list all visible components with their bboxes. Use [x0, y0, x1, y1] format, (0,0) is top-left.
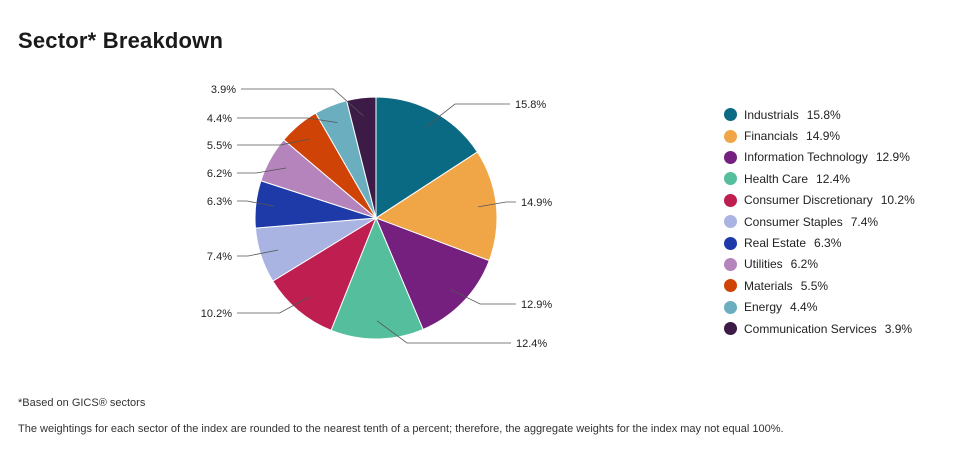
legend-value: 5.5% — [800, 278, 829, 293]
legend-value: 12.4% — [816, 171, 851, 186]
pie-slice-financials — [374, 151, 498, 262]
callout-line — [478, 201, 516, 208]
legend-label: Health Care — [744, 171, 809, 186]
legend-swatch — [724, 108, 737, 122]
legend-item: Health Care 12.4% — [724, 168, 915, 189]
pie-slice-industrials — [375, 96, 479, 219]
rounding-disclaimer: The weightings for each sector of the in… — [18, 423, 784, 435]
legend-item: Energy 4.4% — [724, 297, 915, 318]
gics-footnote: *Based on GICS® sectors — [18, 397, 146, 409]
legend-swatch — [724, 129, 737, 143]
pie-chart: 15.8% 14.9% 12.9% 12.4% 10.2% 7.4% 6.3% 6.2% 5.5… — [201, 84, 553, 350]
legend-value: 14.9% — [806, 129, 841, 144]
legend-label: Energy — [744, 300, 783, 315]
slice-value-label: 14.9% — [521, 197, 552, 209]
slice-value-label: 3.9% — [211, 84, 236, 96]
legend-item: Communication Services 3.9% — [724, 318, 915, 339]
legend-label: Information Technology — [744, 150, 868, 165]
legend-value: 10.2% — [880, 193, 915, 208]
legend-label: Real Estate — [744, 236, 807, 251]
legend-value: 6.3% — [814, 236, 842, 251]
legend-value: 12.9% — [875, 150, 910, 165]
legend-item: Utilities 6.2% — [724, 254, 915, 275]
legend-swatch — [724, 236, 737, 250]
legend-value: 3.9% — [884, 321, 913, 336]
legend-swatch — [724, 322, 737, 336]
callout-line — [241, 88, 364, 117]
slice-value-label: 6.3% — [207, 196, 232, 208]
legend-label: Materials — [744, 278, 793, 293]
legend-label: Financials — [744, 129, 799, 144]
callout-line — [237, 167, 287, 174]
callout-line — [237, 117, 338, 123]
callout-line — [424, 103, 510, 128]
callout-line — [237, 200, 274, 207]
slice-value-label: 12.4% — [516, 338, 547, 350]
legend-label: Utilities — [744, 257, 783, 272]
legend-swatch — [724, 279, 737, 293]
legend-label: Consumer Staples — [744, 214, 843, 229]
pie-callouts: 15.8% 14.9% 12.9% 12.4% 10.2% 7.4% 6.3% 6.2% 5.5… — [201, 84, 553, 350]
slice-value-label: 6.2% — [207, 168, 232, 180]
pie-slices — [254, 96, 498, 340]
slice-value-label: 15.8% — [515, 99, 546, 111]
callout-line — [237, 138, 311, 146]
legend-item: Financials 14.9% — [724, 125, 915, 146]
callout-line — [237, 296, 310, 314]
callout-line — [449, 288, 516, 305]
slice-value-label: 7.4% — [207, 251, 232, 263]
legend-label: Communication Services — [744, 321, 877, 336]
legend-item: Consumer Staples 7.4% — [724, 211, 915, 232]
legend-value: 4.4% — [790, 300, 818, 315]
legend-item: Materials 5.5% — [724, 275, 915, 296]
legend-swatch — [724, 193, 737, 207]
legend-item: Consumer Discretionary 10.2% — [724, 190, 915, 211]
slice-value-label: 10.2% — [201, 308, 232, 320]
legend-swatch — [724, 300, 737, 314]
legend-swatch — [724, 215, 737, 229]
callout-line — [376, 320, 511, 344]
legend-item: Industrials 15.8% — [724, 104, 915, 125]
legend-value: 7.4% — [850, 214, 879, 229]
callout-line — [237, 249, 279, 257]
legend-swatch — [724, 172, 737, 186]
legend-value: 6.2% — [790, 257, 819, 272]
legend-swatch — [724, 150, 737, 164]
legend-item: Information Technology 12.9% — [724, 147, 915, 168]
legend-value: 15.8% — [806, 107, 841, 122]
chart-title: Sector* Breakdown — [18, 28, 224, 53]
pie-slice-health-care — [330, 216, 424, 340]
legend-label: Consumer Discretionary — [744, 193, 873, 208]
slice-value-label: 4.4% — [207, 113, 232, 125]
chart-legend: Industrials 15.8% Financials 14.9% Informati… — [724, 104, 915, 339]
legend-item: Real Estate 6.3% — [724, 232, 915, 253]
slice-value-label: 5.5% — [207, 140, 232, 152]
legend-swatch — [724, 257, 737, 271]
legend-label: Industrials — [744, 107, 799, 122]
pie-slice-information-technology — [375, 217, 490, 331]
slice-value-label: 12.9% — [521, 299, 552, 311]
